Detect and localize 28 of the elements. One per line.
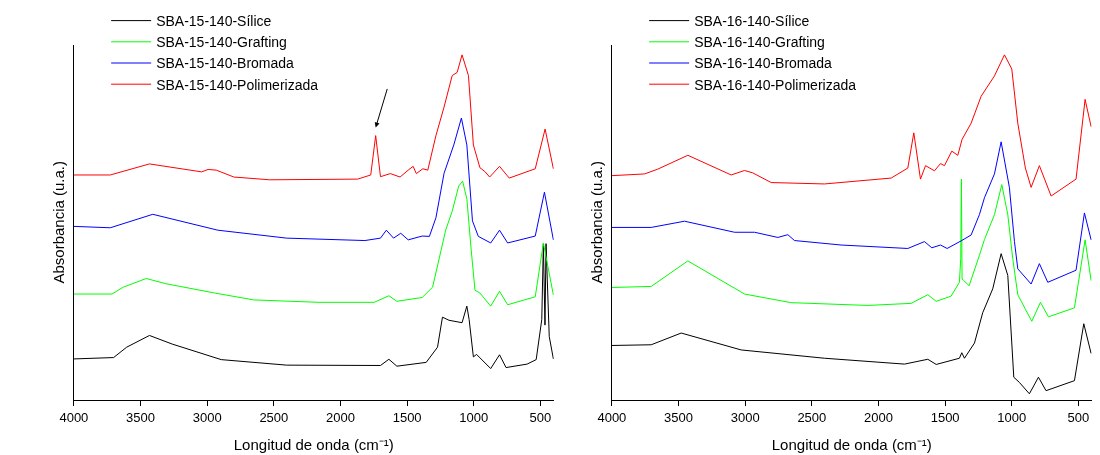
x-tick-label: 4000 [59, 409, 89, 425]
legend-label: SBA-15-140-Grafting [156, 34, 287, 51]
x-tick-label: 1000 [997, 409, 1027, 425]
x-tick-label: 2500 [797, 409, 827, 425]
x-tick-label: 3000 [730, 409, 760, 425]
x-tick-label: 2500 [259, 409, 289, 425]
y-axis-title: Absorbancia (u.a.) [50, 160, 68, 284]
legend-label: SBA-15-140-Sílice [156, 13, 272, 30]
legend-label: SBA-16-140-Sílice [694, 13, 810, 30]
y-axis-title: Absorbancia (u.a.) [588, 160, 606, 284]
legend-label: SBA-16-140-Bromada [694, 55, 833, 72]
x-tick-label: 2000 [864, 409, 893, 425]
x-tick-label: 500 [529, 409, 552, 425]
legend-label: SBA-16-140-Polimerizada [694, 76, 857, 93]
x-tick-label: 500 [1067, 409, 1090, 425]
x-tick-label: 1500 [392, 409, 422, 425]
x-axis-title: Longitud de onda (cm⁻¹) [233, 435, 394, 453]
x-tick-label: 3500 [664, 409, 693, 425]
legend-label: SBA-16-140-Grafting [694, 34, 825, 51]
x-tick-label: 1000 [459, 409, 489, 425]
x-tick-label: 4000 [597, 409, 627, 425]
x-tick-label: 2000 [326, 409, 355, 425]
x-tick-label: 3500 [126, 409, 155, 425]
legend-label: SBA-15-140-Bromada [156, 55, 295, 72]
x-tick-label: 1500 [930, 409, 960, 425]
x-tick-label: 3000 [192, 409, 222, 425]
x-axis-title: Longitud de onda (cm⁻¹) [771, 435, 932, 453]
legend-label: SBA-15-140-Polimerizada [156, 76, 319, 93]
